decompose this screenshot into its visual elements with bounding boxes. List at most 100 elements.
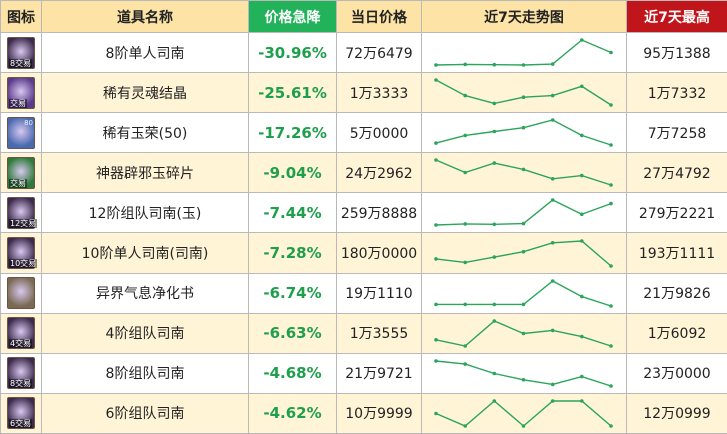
trend-chart-cell <box>421 392 627 434</box>
trend-line <box>435 39 612 66</box>
item-name[interactable]: 8阶组队司南 <box>41 352 249 394</box>
trend-point <box>434 223 438 228</box>
trend-line <box>435 119 612 146</box>
max-price: 95万1388 <box>626 31 727 74</box>
item-name[interactable]: 6阶组队司南 <box>41 392 249 434</box>
trend-point <box>550 177 555 181</box>
item-name[interactable]: 10阶单人司南(司南) <box>41 232 249 274</box>
trend-point <box>521 249 526 254</box>
trend-point <box>492 318 497 323</box>
navigator-scroll-icon: 6交易 <box>7 397 35 430</box>
header-drop[interactable]: 价格急降 <box>248 0 337 33</box>
trend-point <box>609 183 613 188</box>
table-row[interactable]: 10交易 10阶单人司南(司南) -7.28% 180万0000 193万1111 <box>0 232 727 274</box>
trend-point <box>434 158 438 163</box>
navigator-scroll-icon: 8交易 <box>7 36 35 69</box>
navigator-scroll-icon: 8交易 <box>7 357 35 390</box>
trend-point <box>463 260 467 264</box>
trend-point <box>434 358 438 363</box>
trend-point <box>463 171 467 175</box>
trend-point <box>492 371 497 376</box>
table-row[interactable]: 交易 神器辟邪玉碎片 -9.04% 24万2962 27万4792 <box>0 152 727 194</box>
trend-chart-cell <box>421 192 627 234</box>
trend-point <box>580 174 584 178</box>
price-drop-value: -6.63% <box>248 312 337 354</box>
trend-point <box>434 78 438 82</box>
trend-point <box>521 222 526 226</box>
table-row[interactable]: 8交易 8阶单人司南 -30.96% 72万6479 95万1388 <box>0 31 727 74</box>
trend-point <box>463 222 467 227</box>
item-name[interactable]: 神器辟邪玉碎片 <box>41 152 249 194</box>
trend-sparkline <box>434 198 613 228</box>
max-price: 279万2221 <box>626 192 727 234</box>
trend-point <box>492 222 497 227</box>
trend-point <box>521 167 526 172</box>
price-drop-value: -25.61% <box>248 72 337 114</box>
trend-point <box>550 62 555 66</box>
item-name[interactable]: 4阶组队司南 <box>41 312 249 354</box>
trend-point <box>609 202 613 206</box>
item-name[interactable]: 12阶组队司南(玉) <box>41 192 249 234</box>
table-row[interactable]: 6交易 6阶组队司南 -4.62% 10万9999 12万0999 <box>0 392 727 434</box>
table-row[interactable]: 4交易 4阶组队司南 -6.63% 1万3555 1万6092 <box>0 312 727 354</box>
trend-point <box>521 95 526 100</box>
max-price: 1万7332 <box>626 72 727 114</box>
icon-tag: 6交易 <box>9 419 33 429</box>
icon-tag: 10交易 <box>9 259 38 269</box>
trend-point <box>463 362 467 366</box>
trend-point <box>550 278 555 283</box>
current-price: 259万8888 <box>336 192 422 234</box>
trend-point <box>434 256 438 261</box>
trend-point <box>580 374 584 379</box>
trend-sparkline <box>434 78 613 107</box>
trend-point <box>580 212 584 217</box>
table-row[interactable]: 8交易 8阶组队司南 -4.68% 21万9721 23万0000 <box>0 352 727 394</box>
trend-point <box>463 93 467 98</box>
table-row[interactable]: 交易 稀有灵魂结晶 -25.61% 1万3333 1万7332 <box>0 72 727 114</box>
item-name[interactable]: 稀有玉荣(50) <box>41 112 249 154</box>
table-row[interactable]: 12交易 12阶组队司南(玉) -7.44% 259万8888 279万2221 <box>0 192 727 234</box>
table-row[interactable]: 80 稀有玉荣(50) -17.26% 5万0000 7万7258 <box>0 112 727 154</box>
icon-tag: 交易 <box>9 98 27 108</box>
navigator-scroll-icon: 4交易 <box>7 317 35 350</box>
trend-line <box>435 159 612 186</box>
trend-point <box>609 303 613 308</box>
trend-chart-cell <box>421 31 627 74</box>
trend-chart-cell <box>421 72 627 114</box>
trend-point <box>609 383 613 388</box>
icon-tag: 交易 <box>9 178 27 188</box>
item-name[interactable]: 异界气息净化书 <box>41 272 249 314</box>
header-trend: 近7天走势图 <box>421 0 627 33</box>
table-row[interactable]: 异界气息净化书 -6.74% 19万1110 21万9826 <box>0 272 727 314</box>
trend-sparkline <box>434 38 613 67</box>
trend-point <box>463 133 467 138</box>
current-price: 19万1110 <box>336 272 422 314</box>
item-name[interactable]: 8阶单人司南 <box>41 31 249 74</box>
item-icon-cell: 交易 <box>0 152 42 194</box>
trend-point <box>609 103 613 107</box>
icon-tag: 4交易 <box>9 339 33 349</box>
item-icon-cell: 6交易 <box>0 392 42 434</box>
trend-point <box>492 62 497 67</box>
trend-line <box>435 79 612 106</box>
item-icon-cell: 10交易 <box>0 232 42 274</box>
header-max[interactable]: 近7天最高 <box>626 0 727 33</box>
trend-point <box>580 238 584 243</box>
trend-point <box>550 328 555 332</box>
trend-sparkline <box>434 399 613 428</box>
trend-chart-cell <box>421 312 627 354</box>
header-price[interactable]: 当日价格 <box>336 0 422 33</box>
trend-point <box>609 143 613 148</box>
trend-point <box>463 302 467 306</box>
current-price: 1万3555 <box>336 312 422 354</box>
trend-point <box>550 118 555 123</box>
item-icon-cell: 8交易 <box>0 352 42 394</box>
trend-point <box>609 50 613 55</box>
header-name: 道具名称 <box>41 0 249 33</box>
item-icon-cell: 80 <box>0 112 42 154</box>
current-price: 1万3333 <box>336 72 422 114</box>
trend-point <box>580 294 584 299</box>
price-drop-value: -17.26% <box>248 112 337 154</box>
item-name[interactable]: 稀有灵魂结晶 <box>41 72 249 114</box>
